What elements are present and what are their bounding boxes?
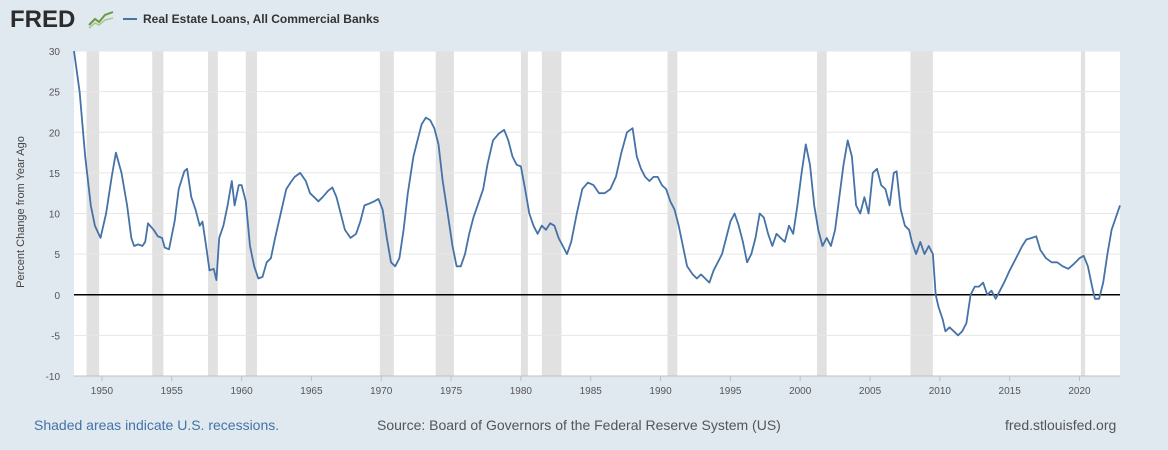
fred-logo[interactable]: FRED <box>10 6 76 33</box>
x-tick-label: 1990 <box>649 386 672 397</box>
fred-chart-logo-icon <box>88 9 114 29</box>
x-tick-label: 1960 <box>230 386 253 397</box>
y-axis-ticks: -10 -5 0 5 10 15 20 25 30 <box>46 47 61 383</box>
x-tick-label: 2020 <box>1068 386 1091 397</box>
y-tick-label: 30 <box>49 47 61 58</box>
x-tick-label: 1985 <box>580 386 603 397</box>
x-tick-label: 1950 <box>91 386 114 397</box>
source-note[interactable]: Source: Board of Governors of the Federa… <box>377 417 781 433</box>
x-tick-label: 2005 <box>859 386 882 397</box>
y-tick-label: 20 <box>49 128 61 139</box>
x-tick-label: 1995 <box>719 386 742 397</box>
x-tick-label: 1980 <box>510 386 533 397</box>
y-tick-label: 5 <box>54 250 60 261</box>
y-tick-label: -10 <box>46 372 61 383</box>
y-tick-label: 0 <box>54 291 60 302</box>
gridlines <box>74 50 1120 377</box>
series-line <box>73 50 1121 337</box>
x-tick-label: 1970 <box>370 386 393 397</box>
chart-header: FRED Real Estate Loans, All Commercial B… <box>0 0 1168 44</box>
legend-swatch <box>123 18 137 20</box>
legend: Real Estate Loans, All Commercial Banks <box>123 12 379 26</box>
y-tick-label: 25 <box>49 88 61 99</box>
y-tick-label: 15 <box>49 169 61 180</box>
y-axis-label: Percent Change from Year Ago <box>15 136 27 288</box>
y-tick-label: -5 <box>51 331 60 342</box>
y-tick-label: 10 <box>49 210 61 221</box>
x-tick-label: 2015 <box>999 386 1022 397</box>
site-link[interactable]: fred.stlouisfed.org <box>1005 417 1117 433</box>
series-group <box>73 50 1121 337</box>
x-tick-label: 1965 <box>300 386 323 397</box>
x-tick-label: 1955 <box>161 386 184 397</box>
legend-label[interactable]: Real Estate Loans, All Commercial Banks <box>143 12 380 26</box>
x-tick-label: 2000 <box>789 386 812 397</box>
x-tick-label: 1975 <box>440 386 463 397</box>
recession-note[interactable]: Shaded areas indicate U.S. recessions. <box>34 417 280 433</box>
x-axis-ticks: 1950 1955 1960 1965 1970 1975 1980 1985 1990 1995… <box>74 375 1120 397</box>
x-tick-label: 2010 <box>929 386 952 397</box>
